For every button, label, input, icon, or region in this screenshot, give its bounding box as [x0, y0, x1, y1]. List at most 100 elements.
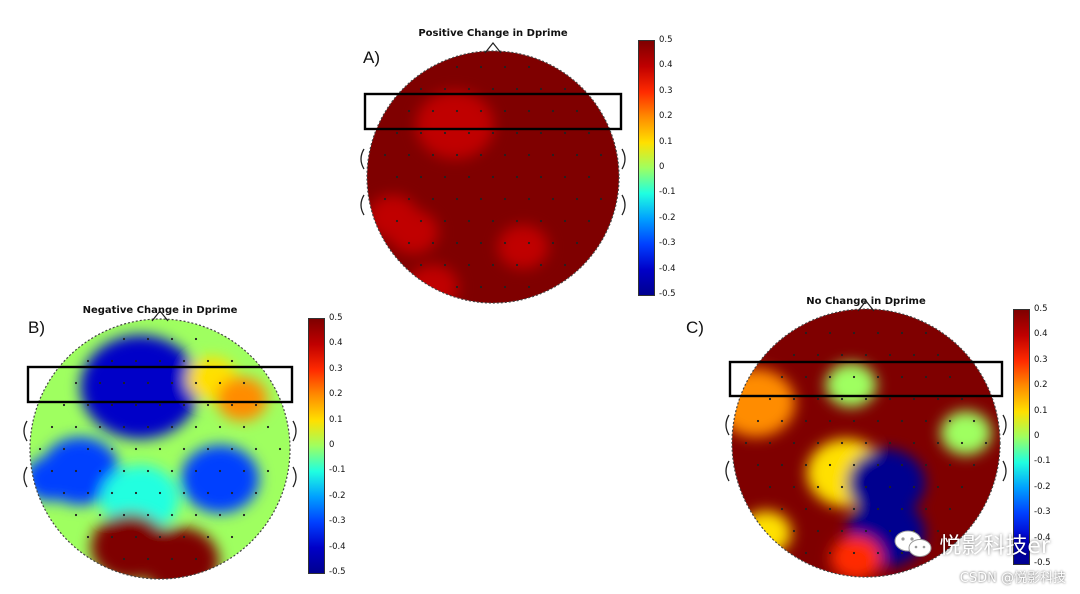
electrode-dot: [515, 219, 519, 223]
csdn-credit: CSDN @悦影科技: [959, 571, 1066, 586]
electrode-dot: [479, 197, 483, 201]
electrode-dot: [50, 469, 54, 473]
electrode-dot: [768, 485, 772, 489]
electrode-dot: [551, 109, 555, 113]
electrode-dot: [407, 153, 411, 157]
electrode-dot: [515, 131, 519, 135]
electrode-dot: [122, 425, 126, 429]
electrode-dot: [876, 463, 880, 467]
electrode-dot: [122, 469, 126, 473]
electrode-dot: [804, 375, 808, 379]
electrode-dot: [206, 447, 210, 451]
electrode-dot: [455, 241, 459, 245]
colorbar-tick: 0.4: [659, 60, 673, 71]
ear-marker: [292, 466, 297, 488]
colorbar-tick: 0.5: [1034, 304, 1048, 314]
electrode-dot: [122, 557, 126, 561]
ear-marker: [23, 466, 28, 488]
electrode-dot: [792, 529, 796, 533]
electrode-dot: [194, 381, 198, 385]
value-blob: [497, 225, 549, 269]
electrode-dot: [804, 419, 808, 423]
electrode-dot: [828, 463, 832, 467]
electrode-dot: [395, 219, 399, 223]
value-blob: [407, 265, 459, 303]
electrode-dot: [852, 419, 856, 423]
electrode-dot: [816, 441, 820, 445]
electrode-dot: [86, 491, 90, 495]
colorbar-tick: -0.2: [329, 490, 346, 501]
electrode-dot: [527, 241, 531, 245]
electrode-dot: [383, 197, 387, 201]
electrode-dot: [792, 485, 796, 489]
electrode-dot: [467, 219, 471, 223]
colorbar-tick: 0: [329, 440, 335, 450]
electrode-dot: [912, 397, 916, 401]
electrode-dot: [936, 441, 940, 445]
electrode-dot: [407, 109, 411, 113]
electrode-dot: [780, 375, 784, 379]
panel-a-map: [343, 36, 643, 304]
electrode-dot: [515, 263, 519, 267]
electrode-dot: [479, 241, 483, 245]
electrode-dot: [206, 359, 210, 363]
electrode-dot: [960, 485, 964, 489]
colorbar-tick: -0.1: [659, 187, 676, 198]
electrode-dot: [242, 469, 246, 473]
panel-b-map: [10, 310, 310, 580]
electrode-dot: [503, 197, 507, 201]
value-blob: [387, 210, 439, 254]
electrode-dot: [840, 441, 844, 445]
electrode-dot: [888, 353, 892, 357]
electrode-dot: [744, 441, 748, 445]
ear-marker: [1002, 460, 1007, 482]
electrode-dot: [38, 447, 42, 451]
head-outline: [366, 50, 620, 304]
electrode-dot: [194, 469, 198, 473]
electrode-dot: [539, 263, 543, 267]
electrode-dot: [587, 219, 591, 223]
electrode-dot: [876, 551, 880, 555]
electrode-dot: [455, 65, 459, 69]
electrode-dot: [527, 153, 531, 157]
electrode-dot: [888, 529, 892, 533]
electrode-dot: [599, 197, 603, 201]
electrode-dot: [182, 403, 186, 407]
colorbar-tick: 0.2: [1034, 380, 1048, 391]
nose-marker: [484, 42, 502, 54]
panel-b-colorbar: [308, 318, 325, 574]
electrode-dot: [984, 441, 988, 445]
electrode-dot: [804, 551, 808, 555]
electrode-dot: [575, 153, 579, 157]
electrode-dot: [242, 425, 246, 429]
electrode-dot: [900, 375, 904, 379]
electrode-dot: [206, 491, 210, 495]
electrode-dot: [194, 557, 198, 561]
electrode-dot: [74, 425, 78, 429]
electrode-dot: [828, 331, 832, 335]
electrode-dot: [467, 175, 471, 179]
electrode-dot: [146, 513, 150, 517]
colorbar-tick: 0.2: [659, 111, 673, 122]
electrode-dot: [792, 353, 796, 357]
electrode-dot: [780, 507, 784, 511]
electrode-dot: [539, 175, 543, 179]
electrode-dot: [455, 197, 459, 201]
electrode-dot: [395, 175, 399, 179]
electrode-dot: [98, 469, 102, 473]
frontal-region-box: [26, 365, 294, 404]
electrode-dot: [146, 425, 150, 429]
value-blob: [740, 511, 792, 555]
electrode-dot: [599, 153, 603, 157]
electrode-dot: [960, 441, 964, 445]
electrode-dot: [575, 241, 579, 245]
electrode-dot: [86, 535, 90, 539]
electrode-dot: [900, 419, 904, 423]
electrode-dot: [98, 381, 102, 385]
electrode-dot: [551, 153, 555, 157]
electrode-dot: [206, 403, 210, 407]
electrode-dot: [218, 425, 222, 429]
colorbar-tick: 0.1: [1034, 405, 1048, 416]
electrode-dot: [443, 219, 447, 223]
electrode-dot: [407, 197, 411, 201]
